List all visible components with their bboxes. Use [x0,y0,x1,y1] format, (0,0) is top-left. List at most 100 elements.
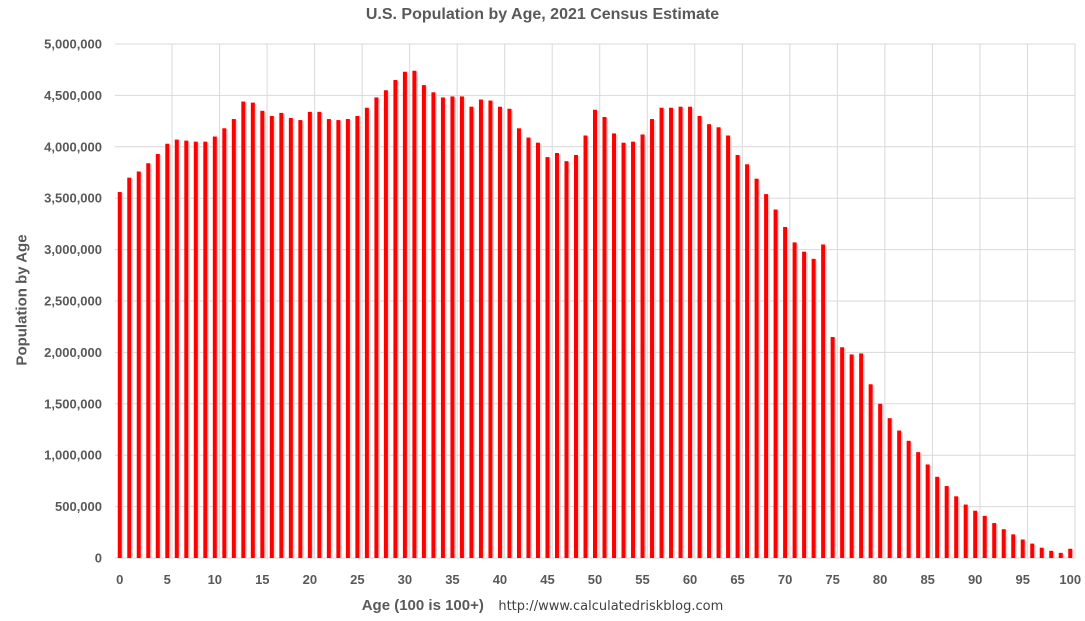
bar [450,96,455,558]
x-tick-label: 10 [208,572,222,587]
bar [802,251,807,558]
y-tick-label: 500,000 [55,499,102,514]
bar [593,109,597,559]
bar [954,496,959,558]
bar [726,135,731,558]
bar [868,384,873,558]
bar [821,244,826,558]
bar [155,153,160,558]
x-tick-label: 25 [350,572,364,587]
bar [783,226,788,558]
x-tick-label: 50 [588,572,602,587]
bar [583,135,588,558]
bar [925,464,930,558]
bar [811,258,816,558]
bar [478,99,483,559]
bar [764,194,769,558]
bar [669,107,674,559]
bar [307,111,312,559]
y-tick-label: 0 [95,551,102,566]
bar [279,112,284,558]
y-tick-label: 2,500,000 [44,294,102,309]
bar [878,403,883,558]
bar [640,134,645,559]
bar [421,85,426,559]
y-tick-label: 3,500,000 [44,191,102,206]
bar [612,133,617,558]
bar [241,101,246,559]
bar [326,119,331,558]
bar [269,115,274,559]
axes: 0 500,000 1,000,000 1,500,000 2,000,000 2,500… [44,37,1081,588]
bar [554,152,559,558]
x-tick-label: 35 [445,572,459,587]
bar [1001,529,1006,558]
x-tick-label: 40 [493,572,507,587]
bars [117,70,1074,559]
bar [1039,547,1044,558]
bar [992,523,997,558]
bar [897,430,902,558]
bar [697,115,702,559]
x-tick-label: 90 [968,572,982,587]
chart-title: U.S. Population by Age, 2021 Census Esti… [365,6,720,23]
x-tick-label: 30 [398,572,412,587]
bar [507,108,512,558]
bar [840,347,845,558]
bar [659,107,664,559]
bar [184,140,189,558]
bar [650,119,655,558]
bar [193,141,198,558]
bar [146,163,151,559]
bar [1049,550,1054,558]
bar [982,515,987,558]
bar [117,192,122,559]
bar [431,92,436,558]
x-axis-label: Age (100 is 100+) [361,597,484,614]
bar [688,106,693,558]
x-tick-label: 85 [920,572,934,587]
bar [459,96,464,558]
bar [573,155,578,559]
x-tick-label: 95 [1015,572,1029,587]
bar [231,119,236,558]
y-tick-label: 1,000,000 [44,448,102,463]
y-tick-label: 1,500,000 [44,396,102,411]
bar [469,106,474,558]
x-tick-label: 70 [778,572,792,587]
source-link[interactable]: http://www.calculatedriskblog.com [498,599,724,614]
bar [859,353,864,558]
bar [317,111,322,559]
bar [383,90,388,558]
bar [564,161,569,558]
bar [250,102,255,558]
bar [1030,543,1035,558]
x-tick-label: 75 [825,572,839,587]
bar [1020,539,1025,558]
bar [516,128,521,558]
x-tick-label: 0 [116,572,123,587]
bar [203,141,208,558]
bar [754,178,759,558]
bar [174,139,179,558]
bar [345,119,350,558]
bar [165,143,170,558]
bar [1011,534,1016,558]
y-tick-label: 3,000,000 [44,242,102,257]
bar [288,118,293,559]
bar [1068,548,1073,558]
bar [944,486,949,558]
bar [973,510,978,558]
bar [260,110,265,558]
bar [887,418,892,558]
bar [364,107,369,559]
y-tick-label: 5,000,000 [44,37,102,52]
bar [212,136,217,558]
bar [127,177,132,558]
x-tick-label: 65 [730,572,744,587]
bar [830,336,835,558]
y-tick-label: 4,000,000 [44,139,102,154]
bar [963,504,968,558]
